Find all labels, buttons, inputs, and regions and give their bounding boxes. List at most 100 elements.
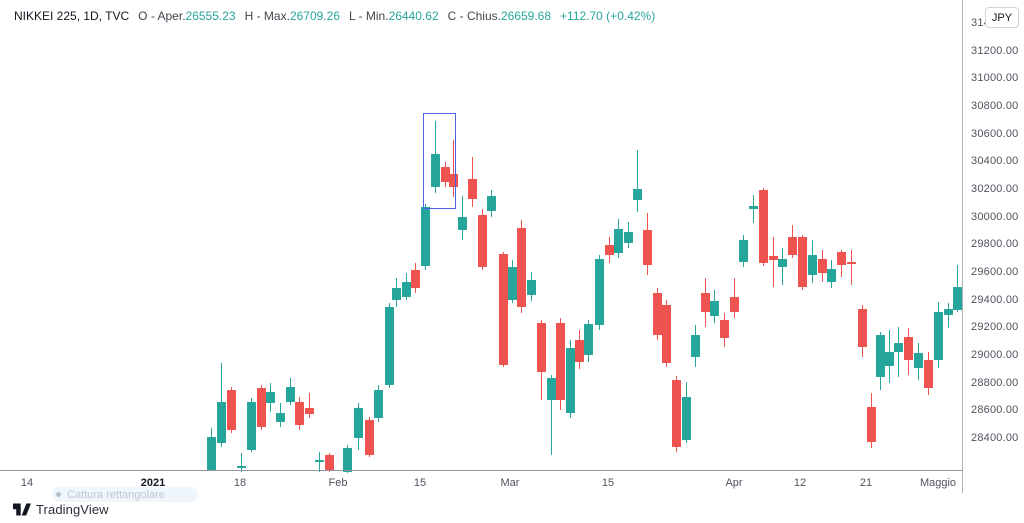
candle-wick: [772, 236, 774, 288]
candle-body: [893, 343, 903, 353]
price-axis-label: 29600.00: [971, 266, 1019, 278]
candle-body: [206, 437, 216, 470]
time-axis-label: 12: [793, 477, 807, 489]
candle-body: [807, 254, 817, 275]
open-field: O - Aper.26555.23: [138, 9, 235, 23]
candle-body: [817, 258, 827, 274]
candle-body: [846, 262, 856, 264]
time-axis-label: Maggio: [919, 477, 957, 489]
candle-wick: [452, 139, 454, 198]
candle-body: [265, 392, 275, 403]
candle-body: [729, 296, 739, 313]
candle-body: [884, 352, 894, 367]
candle-body: [516, 227, 526, 308]
time-axis-label: Mar: [500, 477, 520, 489]
capture-tooltip-label: Cattura rettangolare: [67, 488, 165, 501]
candle-body: [923, 359, 933, 389]
candle-body: [401, 282, 411, 297]
candle-wick: [636, 150, 638, 212]
time-axis-border: [0, 470, 963, 471]
candle-body: [216, 402, 226, 443]
candle-body: [797, 236, 807, 288]
time-axis-label: 15: [413, 477, 427, 489]
candle-body: [486, 195, 496, 212]
candle-body: [226, 390, 236, 430]
candle-body: [933, 312, 943, 360]
candle-body: [391, 287, 401, 301]
candle-body: [457, 217, 467, 230]
candle-body: [690, 334, 700, 358]
candle-body: [285, 386, 295, 403]
chart-pane[interactable]: [0, 0, 963, 474]
candle-body: [652, 292, 662, 335]
time-axis-label: 14: [20, 477, 34, 489]
candle-body: [836, 251, 846, 266]
candle-body: [952, 287, 962, 311]
candle-body: [256, 388, 266, 427]
candle-body: [555, 323, 565, 400]
candle-body: [623, 231, 633, 243]
candle-body: [448, 173, 458, 187]
candle-body: [903, 337, 913, 360]
candle-body: [574, 339, 584, 362]
candle-body: [875, 334, 885, 378]
candle-body: [758, 190, 768, 263]
candle-wick: [897, 327, 899, 378]
candle-body: [777, 258, 787, 268]
close-field: C - Chius.26659.68: [448, 9, 551, 23]
candle-body: [565, 348, 575, 414]
candle-body: [826, 269, 836, 283]
tradingview-logo[interactable]: TradingView: [13, 502, 109, 517]
candle-body: [594, 258, 604, 326]
bullet-dot-icon: [56, 492, 61, 497]
candle-wick: [240, 453, 242, 472]
close-value: 26659.68: [500, 9, 552, 23]
tradingview-logo-icon: [13, 503, 31, 516]
candle-body: [410, 269, 420, 288]
candle-body: [246, 402, 256, 450]
price-axis-label: 28400.00: [971, 432, 1019, 444]
candle-body: [700, 292, 710, 313]
price-axis-label: 31200.00: [971, 44, 1019, 57]
candle-body: [324, 455, 334, 470]
candle-wick: [550, 375, 552, 456]
low-value: 26440.62: [388, 9, 439, 23]
candle-body: [583, 323, 593, 355]
high-label: H - Max.: [244, 9, 290, 23]
candle-body: [364, 420, 374, 456]
price-axis-label: 29000.00: [971, 349, 1019, 361]
candle-body: [546, 377, 556, 400]
candle-body: [507, 267, 517, 301]
candle-body: [275, 413, 285, 423]
candle-body: [526, 280, 536, 295]
close-label: C - Chius.: [447, 9, 501, 23]
open-value: 26555.23: [185, 9, 236, 23]
annotation-rectangle[interactable]: [423, 112, 456, 209]
candle-wick: [308, 393, 310, 418]
time-axis-label: Feb: [328, 477, 348, 489]
currency-badge[interactable]: JPY: [985, 7, 1019, 28]
candle-body: [671, 379, 681, 447]
candle-body: [661, 305, 671, 364]
candle-wick: [850, 249, 852, 286]
price-axis-label: 30800.00: [971, 100, 1019, 112]
candle-wick: [752, 195, 754, 223]
price-axis-label: 30200.00: [971, 183, 1019, 195]
candle-body: [748, 206, 758, 210]
candle-body: [304, 408, 314, 414]
price-axis-label: 30400.00: [971, 155, 1019, 168]
candle-body: [787, 236, 797, 255]
candle-body: [430, 153, 440, 187]
candle-body: [857, 309, 867, 347]
price-axis-label: 29200.00: [971, 321, 1019, 334]
symbol-title[interactable]: NIKKEI 225, 1D, TVC: [14, 9, 130, 23]
price-axis-label: 29800.00: [971, 238, 1019, 251]
price-axis-label: 28800.00: [971, 376, 1019, 389]
candle-body: [632, 189, 642, 201]
candle-body: [420, 206, 430, 266]
candle-body: [342, 447, 352, 472]
candle-body: [913, 352, 923, 369]
candle-body: [681, 397, 691, 441]
candle-body: [373, 390, 383, 418]
